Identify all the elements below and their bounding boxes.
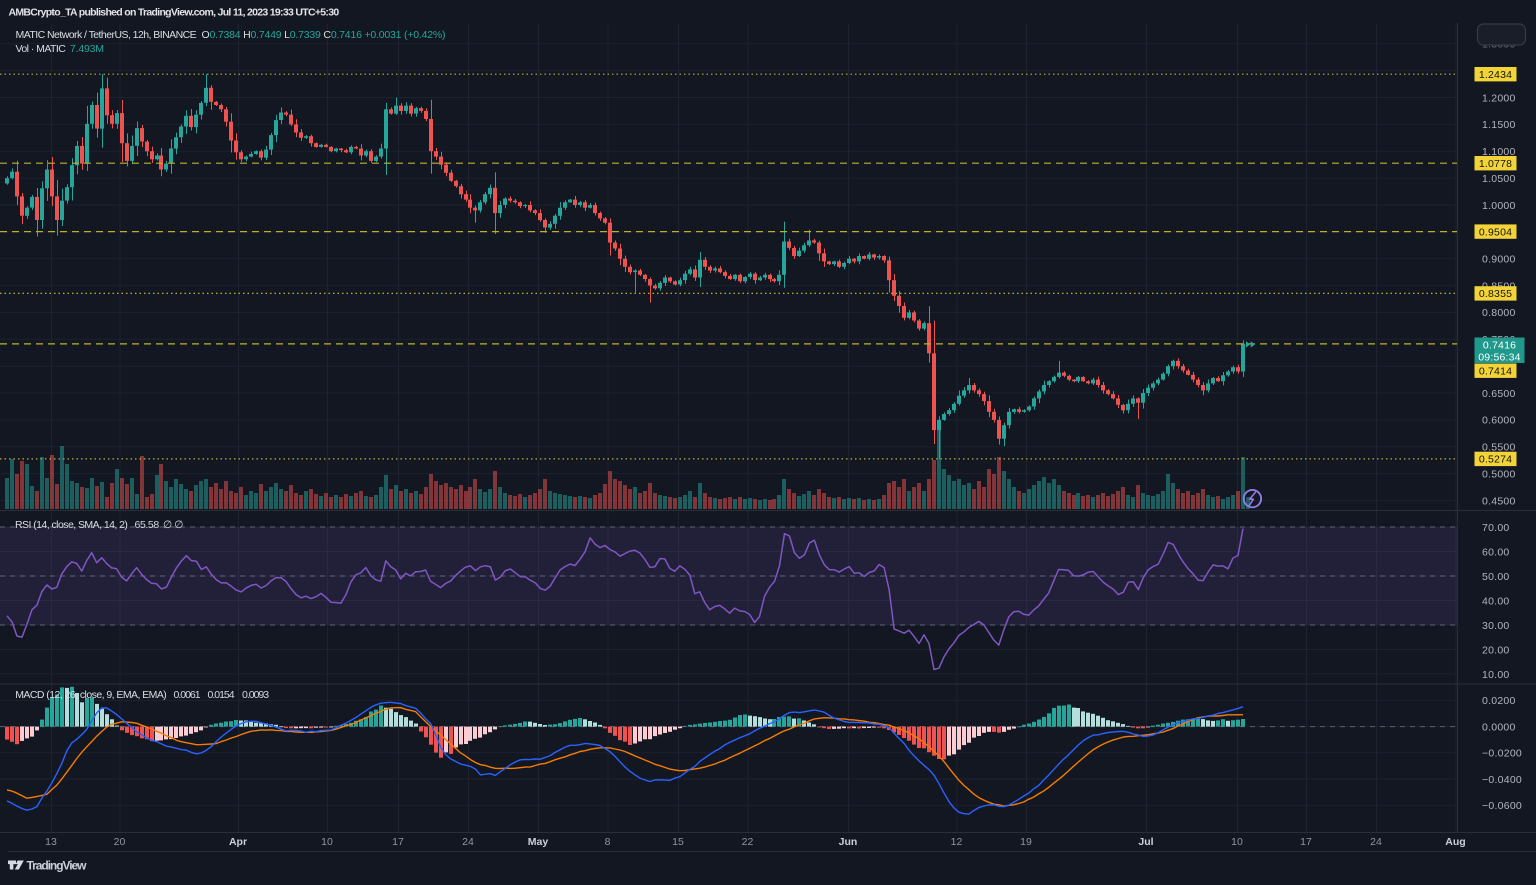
svg-text:0.0000: 0.0000 (1482, 721, 1516, 733)
svg-text:13: 13 (45, 836, 57, 848)
svg-text:May: May (528, 836, 549, 848)
svg-text:RSI (14, close, SMA, 14, 2): RSI (14, close, SMA, 14, 2) (15, 519, 127, 531)
svg-text:0.5274: 0.5274 (1479, 454, 1512, 466)
svg-text:20.00: 20.00 (1482, 644, 1510, 656)
svg-text:1.1000: 1.1000 (1482, 146, 1516, 158)
svg-text:0.8355: 0.8355 (1479, 288, 1512, 300)
svg-text:−0.0400: −0.0400 (1482, 774, 1522, 786)
svg-text:17: 17 (1300, 836, 1312, 848)
svg-text:Apr: Apr (229, 836, 247, 848)
svg-text:60.00: 60.00 (1482, 546, 1510, 558)
svg-text:0.0154: 0.0154 (208, 689, 235, 701)
svg-text:1.0778: 1.0778 (1479, 158, 1512, 170)
svg-text:0.9504: 0.9504 (1479, 226, 1512, 238)
svg-text:1.1500: 1.1500 (1482, 119, 1516, 131)
svg-text:1.0500: 1.0500 (1482, 173, 1516, 185)
svg-text:12: 12 (951, 836, 963, 848)
svg-text:0.0061: 0.0061 (174, 689, 201, 701)
svg-text:7.493M: 7.493M (70, 43, 104, 55)
svg-text:0.7414: 0.7414 (1479, 366, 1512, 378)
svg-text:−0.0600: −0.0600 (1482, 800, 1522, 812)
svg-text:22: 22 (742, 836, 754, 848)
svg-text:1.0000: 1.0000 (1482, 200, 1516, 212)
svg-text:10.00: 10.00 (1482, 669, 1510, 681)
svg-text:50.00: 50.00 (1482, 571, 1510, 583)
svg-text:0.5000: 0.5000 (1482, 468, 1516, 480)
svg-text:8: 8 (605, 836, 611, 848)
svg-text:Vol · MATIC: Vol · MATIC (16, 43, 67, 55)
svg-text:30.00: 30.00 (1482, 620, 1510, 632)
svg-text:20: 20 (114, 836, 126, 848)
svg-text:MACD (12, 26, close, 9, EMA, E: MACD (12, 26, close, 9, EMA, EMA) (15, 689, 166, 701)
svg-text:24: 24 (1370, 836, 1382, 848)
svg-text:19: 19 (1020, 836, 1032, 848)
svg-text:10: 10 (321, 836, 333, 848)
svg-text:AMBCrypto_TA published on Trad: AMBCrypto_TA published on TradingView.co… (9, 7, 340, 19)
svg-text:24: 24 (462, 836, 474, 848)
svg-text:0.5500: 0.5500 (1482, 442, 1516, 454)
svg-text:∅ ∅: ∅ ∅ (163, 519, 183, 531)
svg-text:17: 17 (392, 836, 404, 848)
svg-text:0.6500: 0.6500 (1482, 388, 1516, 400)
svg-text:1.2434: 1.2434 (1479, 69, 1512, 81)
svg-text:TradingView: TradingView (27, 859, 88, 873)
svg-text:15: 15 (672, 836, 684, 848)
svg-text:0.6000: 0.6000 (1482, 415, 1516, 427)
svg-text:0.0200: 0.0200 (1482, 695, 1516, 707)
svg-text:Jul: Jul (1138, 836, 1153, 848)
svg-text:−0.0200: −0.0200 (1482, 748, 1522, 760)
svg-text:40.00: 40.00 (1482, 595, 1510, 607)
svg-text:0.0093: 0.0093 (242, 689, 269, 701)
svg-text:70.00: 70.00 (1482, 522, 1510, 534)
svg-text:09:56:34: 09:56:34 (1478, 351, 1520, 363)
svg-text:0.4500: 0.4500 (1482, 495, 1516, 507)
svg-text:MATIC Network / TetherUS, 12h,: MATIC Network / TetherUS, 12h, BINANCE (16, 29, 197, 41)
svg-text:0.9000: 0.9000 (1482, 254, 1516, 266)
svg-text:0.7416: 0.7416 (1483, 340, 1516, 352)
svg-text:O0.7384 H0.7449 L0.7339 C0.: O0.7384 H0.7449 L0.7339 C0.7416 +0.0031 … (202, 29, 446, 41)
svg-text:0.8000: 0.8000 (1482, 307, 1516, 319)
svg-text:10: 10 (1231, 836, 1243, 848)
svg-text:65.58: 65.58 (135, 519, 160, 531)
svg-text:Aug: Aug (1445, 836, 1465, 848)
svg-text:1.2000: 1.2000 (1482, 92, 1516, 104)
svg-text:Jun: Jun (839, 836, 858, 848)
